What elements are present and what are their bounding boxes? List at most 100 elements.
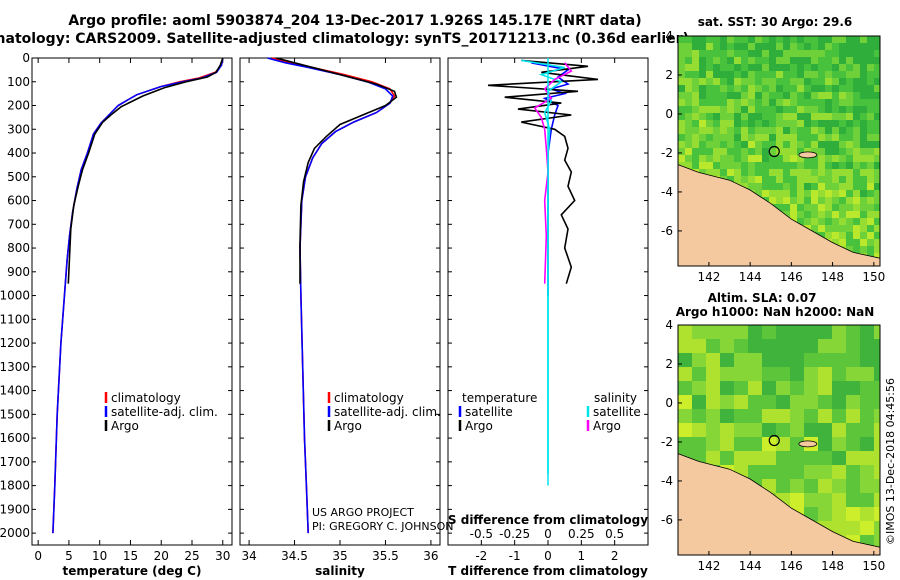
map-cell — [755, 50, 762, 57]
map-cell — [860, 64, 867, 71]
map-cell — [811, 204, 818, 211]
map-cell — [867, 197, 874, 204]
map-cell — [839, 92, 846, 99]
map-cell — [713, 71, 720, 78]
map-cell — [790, 409, 804, 423]
map-cell — [692, 85, 699, 92]
map-cell — [832, 239, 839, 246]
map-cell — [825, 197, 832, 204]
map-cell — [797, 176, 804, 183]
series-line-temperature-argo — [487, 59, 599, 284]
map-cell — [818, 64, 825, 71]
map-cell — [755, 43, 762, 50]
map-cell — [741, 71, 748, 78]
legend-s-argo-label: Argo — [593, 419, 621, 433]
x-tick-label: 2 — [611, 549, 619, 563]
y-tick-label: 700 — [7, 217, 30, 231]
map-cell — [832, 148, 839, 155]
map-cell — [720, 367, 734, 381]
map-cell — [846, 134, 853, 141]
map-cell — [734, 78, 741, 85]
map-cell — [769, 169, 776, 176]
map-cell — [776, 64, 783, 71]
map-cell — [720, 437, 734, 451]
project-credit: US ARGO PROJECT — [312, 506, 414, 519]
map-cell — [832, 479, 846, 493]
map-cell — [832, 493, 846, 507]
y-tick-label: 500 — [7, 170, 30, 184]
map-cell — [874, 437, 880, 451]
map-cell — [867, 64, 874, 71]
map-cell — [790, 57, 797, 64]
map-cell — [853, 71, 860, 78]
map-cell — [762, 183, 769, 190]
map-cell — [839, 50, 846, 57]
map-cell — [797, 162, 804, 169]
map-cell — [720, 155, 727, 162]
island — [798, 151, 818, 159]
x-tick-label: 34 — [241, 549, 256, 563]
map-cell — [699, 85, 706, 92]
map-cell — [790, 339, 804, 353]
map-cell — [832, 367, 846, 381]
map-cell — [741, 169, 748, 176]
map-cell — [818, 225, 825, 232]
map-cell — [783, 78, 790, 85]
legend-t-satellite-label: satellite — [465, 405, 513, 419]
map-cell — [741, 113, 748, 120]
map-cell — [706, 36, 713, 43]
map-cell — [762, 176, 769, 183]
map-cell — [846, 43, 853, 50]
map-cell — [860, 148, 867, 155]
map-cell — [804, 190, 811, 197]
map-cell — [734, 120, 741, 127]
float-position-marker — [768, 434, 780, 447]
map-cell — [867, 127, 874, 134]
map-cell — [874, 162, 880, 169]
map-cell — [692, 409, 706, 423]
map-cell — [832, 36, 839, 43]
map-cell — [741, 106, 748, 113]
map-cell — [748, 120, 755, 127]
map-cell — [874, 395, 880, 409]
map-cell — [846, 246, 853, 253]
map-cell — [790, 367, 804, 381]
lat-tick-label: -4 — [661, 185, 673, 199]
map-cell — [720, 106, 727, 113]
map-cell — [748, 353, 762, 367]
map-cell — [727, 141, 734, 148]
map-cell — [804, 64, 811, 71]
map-cell — [706, 78, 713, 85]
island — [798, 440, 818, 448]
map-cell — [874, 134, 880, 141]
map-cell — [706, 120, 713, 127]
map-cell — [860, 465, 874, 479]
map-cell — [762, 106, 769, 113]
map-cell — [839, 78, 846, 85]
lat-tick-label: -6 — [661, 224, 673, 238]
map-cell — [720, 85, 727, 92]
map-cell — [706, 409, 720, 423]
map-cell — [748, 113, 755, 120]
map-cell — [832, 127, 839, 134]
map-cell — [839, 141, 846, 148]
map-cell — [678, 78, 685, 85]
map-cell — [713, 113, 720, 120]
map-cell — [867, 113, 874, 120]
map-cell — [818, 232, 825, 239]
map-cell — [832, 437, 846, 451]
map-cell — [783, 162, 790, 169]
map-cell — [678, 437, 692, 451]
map-cell — [867, 78, 874, 85]
map-cell — [741, 127, 748, 134]
map-cell — [720, 36, 727, 43]
map-cell — [692, 127, 699, 134]
map-cell — [811, 113, 818, 120]
map-cell — [713, 85, 720, 92]
map-cell — [846, 197, 853, 204]
map-cell — [853, 57, 860, 64]
map-cell — [825, 211, 832, 218]
map-cell — [860, 437, 874, 451]
map-cell — [692, 353, 706, 367]
map-cell — [860, 120, 867, 127]
